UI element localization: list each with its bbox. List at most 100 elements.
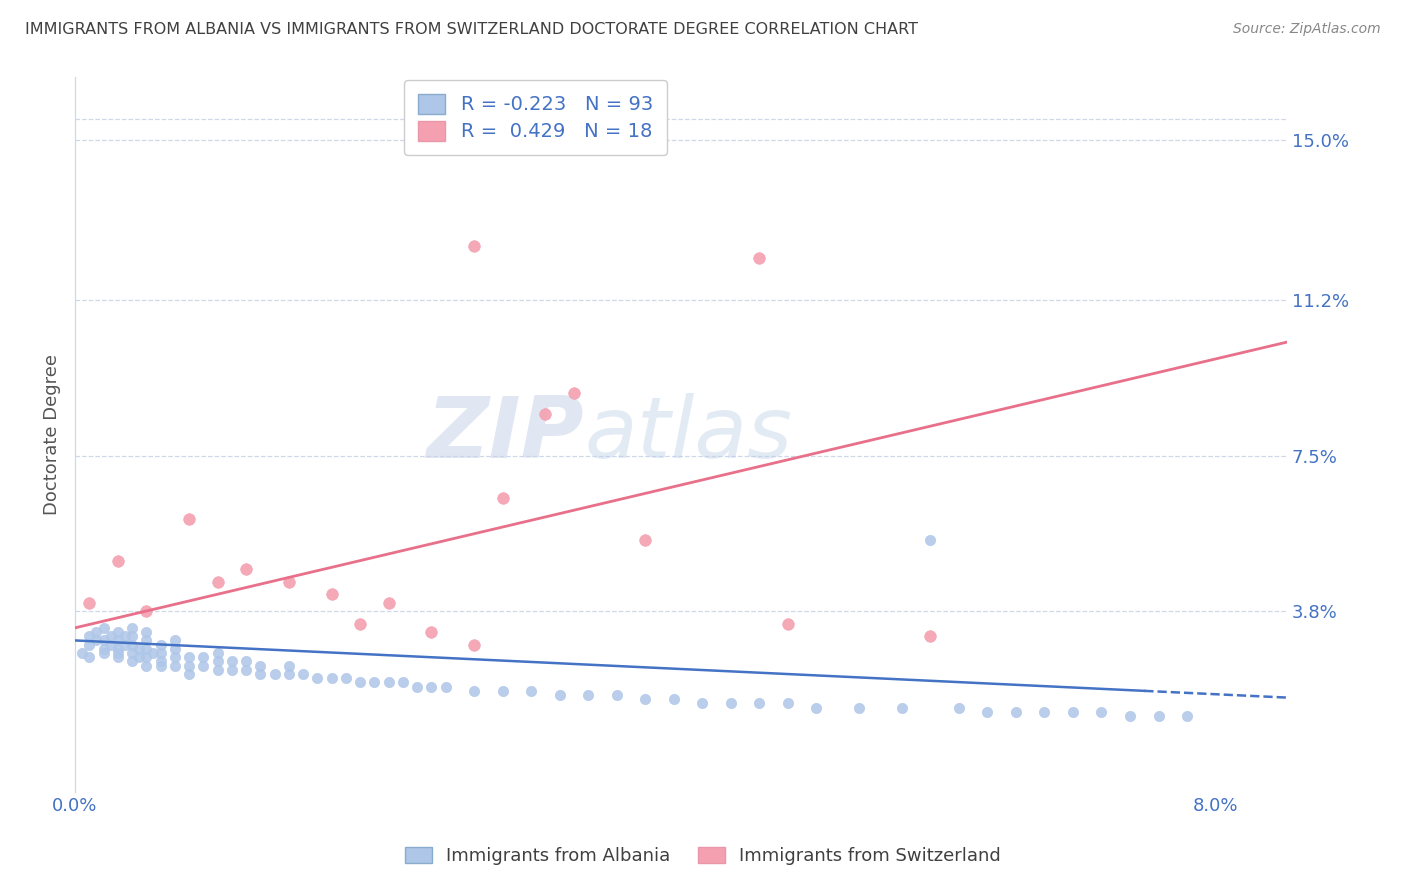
- Point: [235, 663, 257, 677]
- Point: [135, 633, 157, 648]
- Point: [107, 633, 129, 648]
- Point: [606, 688, 628, 702]
- Point: [107, 553, 129, 567]
- Point: [349, 616, 371, 631]
- Point: [107, 650, 129, 665]
- Point: [1119, 709, 1142, 723]
- Point: [776, 697, 799, 711]
- Point: [692, 697, 714, 711]
- Point: [121, 655, 143, 669]
- Point: [748, 697, 770, 711]
- Y-axis label: Doctorate Degree: Doctorate Degree: [44, 354, 60, 515]
- Point: [1147, 709, 1170, 723]
- Point: [135, 641, 157, 656]
- Text: Source: ZipAtlas.com: Source: ZipAtlas.com: [1233, 22, 1381, 37]
- Point: [463, 638, 485, 652]
- Point: [377, 596, 399, 610]
- Point: [1005, 705, 1028, 719]
- Point: [70, 646, 93, 660]
- Point: [86, 633, 108, 648]
- Point: [920, 533, 942, 547]
- Point: [720, 697, 742, 711]
- Point: [163, 658, 186, 673]
- Point: [562, 385, 585, 400]
- Point: [77, 596, 100, 610]
- Point: [121, 638, 143, 652]
- Text: IMMIGRANTS FROM ALBANIA VS IMMIGRANTS FROM SWITZERLAND DOCTORATE DEGREE CORRELAT: IMMIGRANTS FROM ALBANIA VS IMMIGRANTS FR…: [25, 22, 918, 37]
- Point: [135, 650, 157, 665]
- Point: [193, 650, 215, 665]
- Point: [1062, 705, 1084, 719]
- Point: [135, 625, 157, 640]
- Point: [277, 574, 299, 589]
- Point: [114, 629, 136, 643]
- Point: [548, 688, 571, 702]
- Point: [277, 658, 299, 673]
- Point: [149, 658, 172, 673]
- Point: [163, 633, 186, 648]
- Point: [349, 675, 371, 690]
- Point: [292, 667, 315, 681]
- Point: [492, 491, 515, 505]
- Point: [392, 675, 415, 690]
- Legend: Immigrants from Albania, Immigrants from Switzerland: Immigrants from Albania, Immigrants from…: [398, 839, 1008, 872]
- Point: [307, 671, 329, 685]
- Point: [149, 646, 172, 660]
- Point: [890, 700, 912, 714]
- Point: [77, 629, 100, 643]
- Point: [121, 646, 143, 660]
- Point: [321, 671, 343, 685]
- Point: [520, 684, 543, 698]
- Point: [662, 692, 685, 706]
- Point: [207, 655, 229, 669]
- Point: [163, 641, 186, 656]
- Point: [149, 638, 172, 652]
- Point: [492, 684, 515, 698]
- Point: [107, 646, 129, 660]
- Point: [534, 407, 557, 421]
- Point: [177, 650, 200, 665]
- Point: [100, 629, 122, 643]
- Point: [121, 629, 143, 643]
- Text: atlas: atlas: [583, 393, 792, 476]
- Point: [86, 625, 108, 640]
- Point: [634, 692, 657, 706]
- Point: [163, 650, 186, 665]
- Point: [177, 511, 200, 525]
- Point: [177, 658, 200, 673]
- Text: ZIP: ZIP: [426, 393, 583, 476]
- Point: [207, 663, 229, 677]
- Point: [207, 646, 229, 660]
- Point: [406, 680, 429, 694]
- Point: [776, 616, 799, 631]
- Point: [576, 688, 599, 702]
- Point: [77, 650, 100, 665]
- Legend: R = -0.223   N = 93, R =  0.429   N = 18: R = -0.223 N = 93, R = 0.429 N = 18: [405, 80, 666, 155]
- Point: [100, 638, 122, 652]
- Point: [920, 629, 942, 643]
- Point: [976, 705, 998, 719]
- Point: [221, 663, 243, 677]
- Point: [135, 604, 157, 618]
- Point: [149, 655, 172, 669]
- Point: [249, 667, 271, 681]
- Point: [434, 680, 457, 694]
- Point: [121, 621, 143, 635]
- Point: [128, 650, 150, 665]
- Point: [1090, 705, 1112, 719]
- Point: [128, 641, 150, 656]
- Point: [363, 675, 385, 690]
- Point: [748, 251, 770, 265]
- Point: [277, 667, 299, 681]
- Point: [634, 533, 657, 547]
- Point: [93, 633, 115, 648]
- Point: [420, 625, 443, 640]
- Point: [107, 625, 129, 640]
- Point: [114, 638, 136, 652]
- Point: [848, 700, 870, 714]
- Point: [806, 700, 828, 714]
- Point: [249, 658, 271, 673]
- Point: [420, 680, 443, 694]
- Point: [135, 658, 157, 673]
- Point: [93, 646, 115, 660]
